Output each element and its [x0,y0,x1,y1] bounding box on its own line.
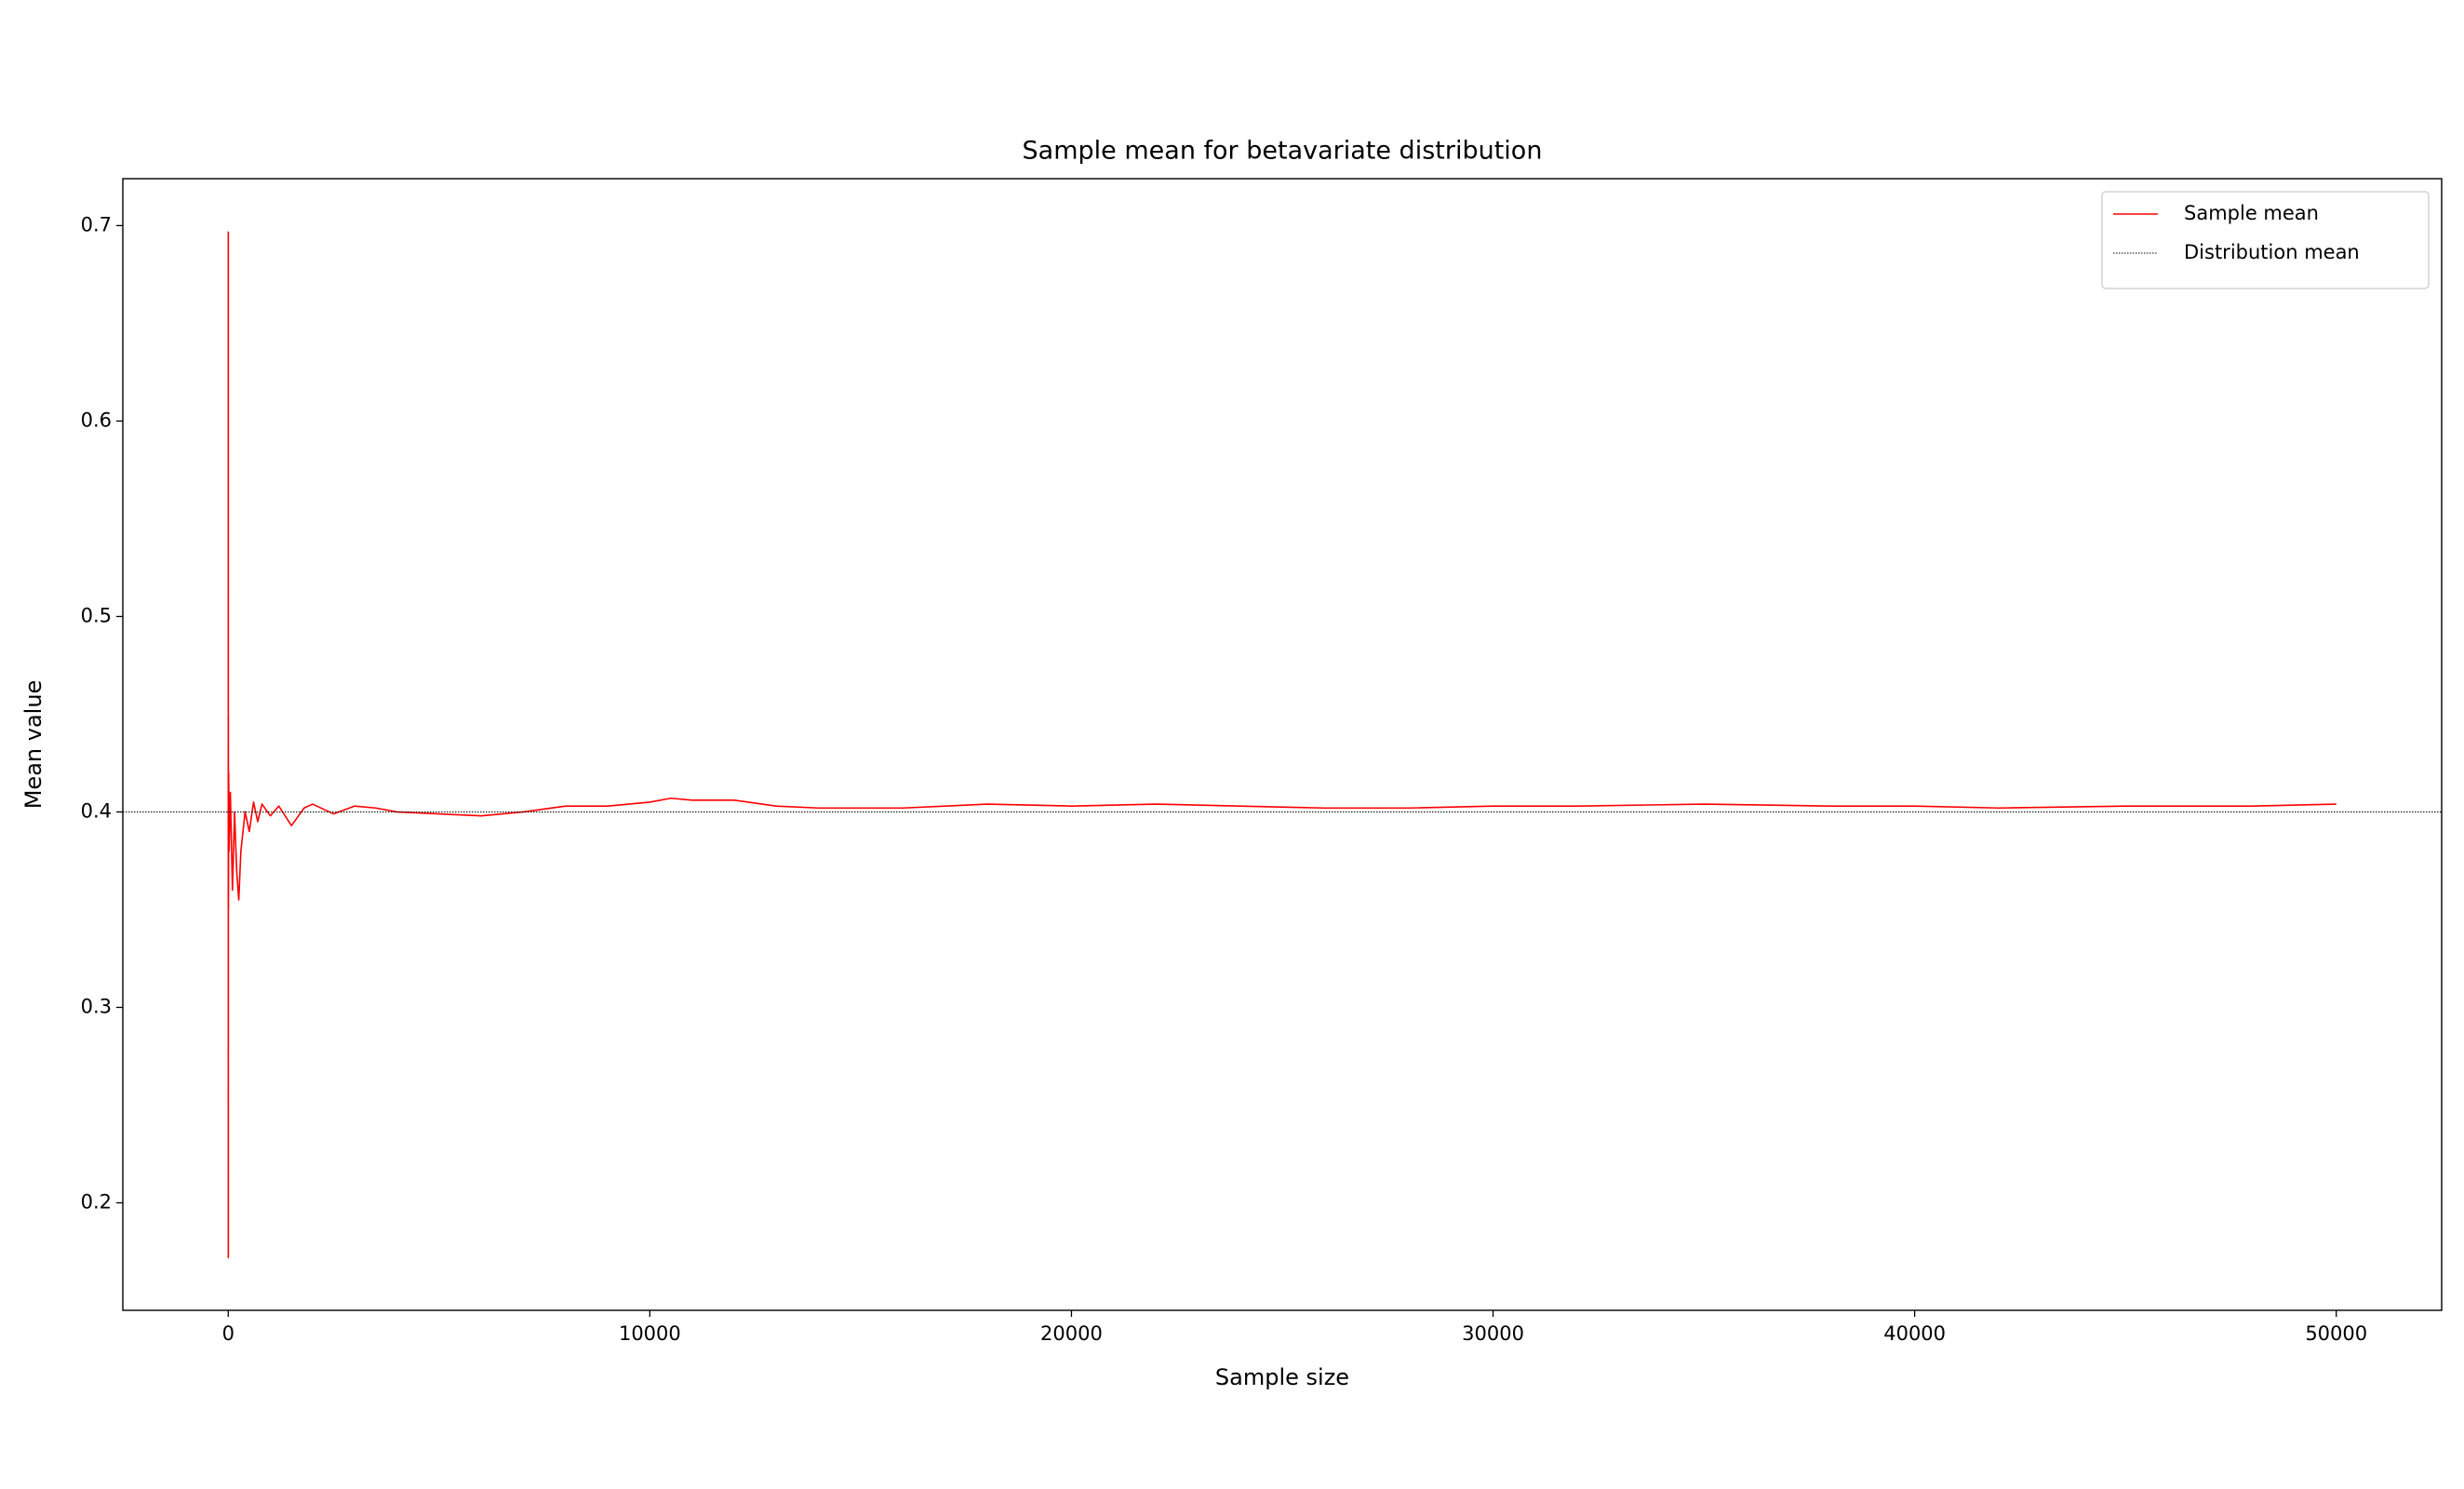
x-tick-label: 30000 [1462,1322,1524,1345]
data-line [227,231,2337,1259]
y-tick-label: 0.5 [81,604,112,626]
x-tick-label: 50000 [2305,1322,2367,1345]
y-tick-label: 0.2 [81,1190,112,1213]
x-tick-label: 40000 [1883,1322,1946,1345]
chart-title: Sample mean for betavariate distribution [1023,137,1543,166]
x-tick-label: 0 [222,1322,234,1345]
y-axis-label: Mean value [20,680,47,810]
plot-frame [122,178,2443,1311]
y-tick-label: 0.7 [81,213,112,235]
legend-box [2101,191,2430,289]
x-tick-label: 20000 [1040,1322,1103,1345]
x-tick-label: 10000 [619,1322,681,1345]
legend-label: Distribution mean [2184,241,2360,263]
legend-label: Sample mean [2184,202,2319,224]
y-tick-label: 0.3 [81,995,112,1017]
y-tick-label: 0.6 [81,409,112,431]
x-axis-label: Sample size [1215,1364,1349,1390]
y-tick-label: 0.4 [81,799,112,822]
